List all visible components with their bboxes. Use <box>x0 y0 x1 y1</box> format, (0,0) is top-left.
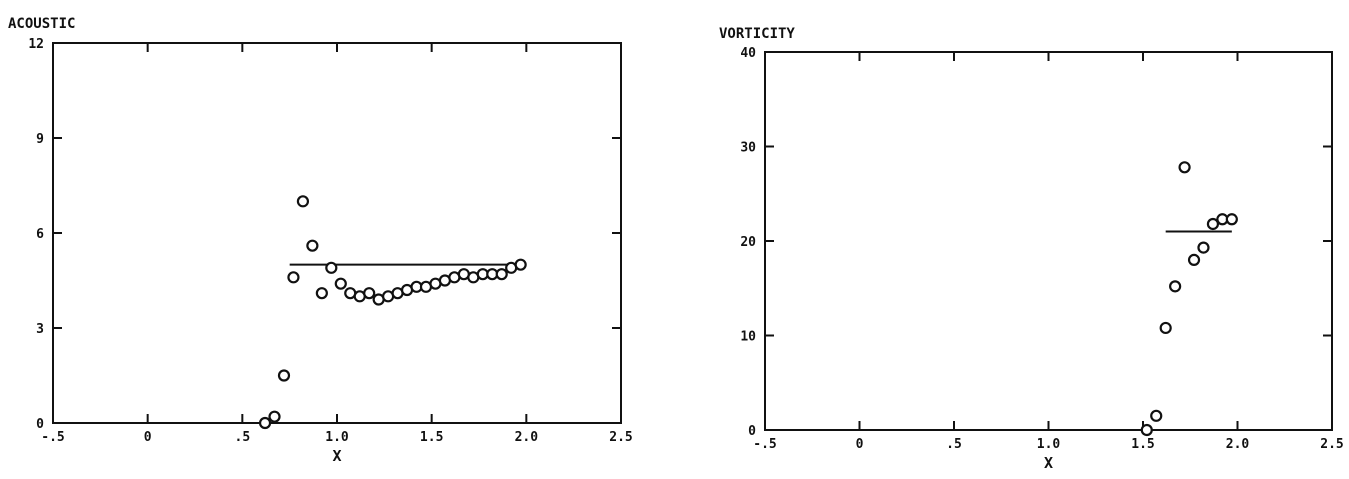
y-tick-label: 20 <box>740 235 756 250</box>
data-point <box>1150 409 1163 422</box>
y-axis-label: VORTICITY <box>719 26 795 42</box>
x-tick-label: 2.5 <box>609 430 632 445</box>
y-tick-label: 10 <box>740 330 756 345</box>
data-point <box>315 287 328 300</box>
data-point <box>495 268 508 281</box>
y-tick-label: 0 <box>748 424 756 439</box>
y-tick-label: 3 <box>36 322 44 337</box>
x-tick-label: -.5 <box>753 437 776 452</box>
x-tick-label: .5 <box>946 437 962 452</box>
x-tick-label: 1.5 <box>1131 437 1154 452</box>
x-tick-label: 0 <box>856 437 864 452</box>
x-tick-label: 2.0 <box>515 430 539 445</box>
plot-frame <box>52 42 622 424</box>
data-point <box>258 416 272 430</box>
y-tick-label: 40 <box>740 46 756 61</box>
y-axis-label: ACOUSTIC <box>8 16 75 32</box>
data-point <box>1140 423 1153 437</box>
x-tick-label: 1.5 <box>420 430 443 445</box>
data-point <box>1197 241 1210 254</box>
data-point <box>1159 321 1172 335</box>
y-tick-label: 6 <box>36 227 44 242</box>
data-point <box>334 277 347 290</box>
data-point <box>1187 253 1201 266</box>
plot-frame <box>764 51 1333 431</box>
x-tick-label: 1.0 <box>1037 437 1061 452</box>
y-tick-label: 30 <box>740 141 756 156</box>
data-point <box>296 195 310 208</box>
x-axis-label: X <box>1044 454 1053 472</box>
data-point <box>363 287 376 300</box>
data-point <box>306 239 319 252</box>
x-tick-label: 1.0 <box>325 430 349 445</box>
y-tick-label: 9 <box>36 132 44 147</box>
data-point <box>325 261 338 274</box>
y-tick-label: 0 <box>36 417 44 432</box>
x-tick-label: 2.5 <box>1320 437 1343 452</box>
x-tick-label: .5 <box>235 430 251 445</box>
data-point <box>1169 280 1182 293</box>
data-point <box>1178 161 1191 174</box>
data-point <box>1206 217 1220 231</box>
data-point <box>514 258 527 271</box>
data-point <box>287 271 300 284</box>
x-tick-label: 0 <box>144 430 152 445</box>
y-tick-label: 12 <box>28 37 44 52</box>
x-tick-label: 2.0 <box>1226 437 1250 452</box>
x-tick-label: -.5 <box>41 430 64 445</box>
data-point <box>1225 213 1238 226</box>
x-axis-label: X <box>332 447 341 465</box>
data-point <box>277 369 291 382</box>
data-point <box>268 410 281 423</box>
